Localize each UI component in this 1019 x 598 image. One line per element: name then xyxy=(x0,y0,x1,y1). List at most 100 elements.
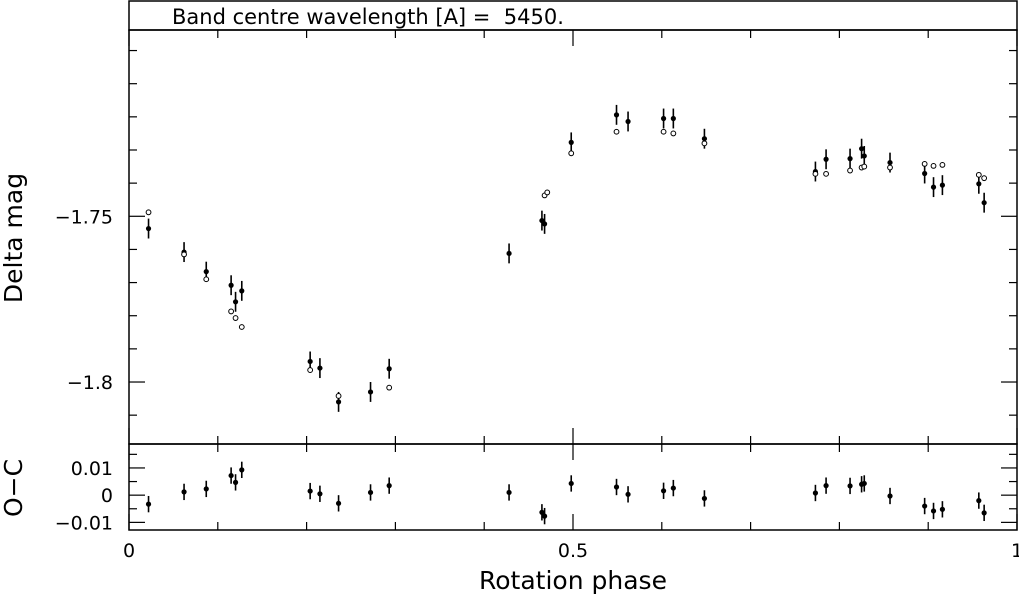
data-point-filled xyxy=(145,225,152,232)
data-point-filled xyxy=(701,136,708,142)
x-tick-label: 0.5 xyxy=(558,540,588,562)
y-tick-label-residual: 0 xyxy=(101,485,113,507)
residual-point xyxy=(307,488,313,494)
residual-point xyxy=(232,479,239,485)
data-point-open xyxy=(238,324,245,330)
data-point-filled xyxy=(625,118,631,125)
data-point-filled xyxy=(203,269,209,275)
residual-point xyxy=(568,480,574,487)
x-tick-label: 0 xyxy=(123,540,135,562)
residual-point xyxy=(701,495,708,502)
residual-point xyxy=(386,483,392,489)
data-point-filled xyxy=(232,299,239,305)
data-point-open xyxy=(181,251,187,258)
data-point-filled xyxy=(823,156,829,162)
data-point-open xyxy=(660,128,667,135)
data-point-filled xyxy=(981,200,987,206)
data-point-filled xyxy=(506,250,512,257)
residual-point xyxy=(660,488,667,494)
data-point-open xyxy=(887,164,893,171)
y-tick-label-residual: −0.01 xyxy=(55,512,113,534)
data-point-filled xyxy=(887,159,893,166)
data-point-open xyxy=(228,308,235,315)
x-axis-label: Rotation phase xyxy=(479,566,667,595)
data-point-open xyxy=(939,162,946,168)
data-point-open xyxy=(232,315,239,321)
data-point-filled xyxy=(335,399,342,405)
data-point-open xyxy=(386,384,393,391)
data-point-filled xyxy=(930,184,937,190)
residual-point xyxy=(541,513,548,519)
data-point-open xyxy=(823,170,829,177)
data-point-open xyxy=(544,189,551,196)
residual-point xyxy=(317,491,323,497)
residual-point xyxy=(228,472,234,479)
data-point-open xyxy=(930,163,937,169)
data-point-filled xyxy=(859,146,865,152)
axis-tick-labels: 0 0.5 1 −1.8 −1.75 −0.01 0 0.01 xyxy=(55,206,1019,562)
data-point-filled xyxy=(613,112,620,118)
data-point-filled xyxy=(861,153,867,159)
data-point-open xyxy=(335,393,342,399)
data-point-open xyxy=(203,276,210,283)
residual-point xyxy=(367,489,374,496)
data-point-filled xyxy=(541,221,548,227)
data-point-filled xyxy=(660,115,667,122)
residual-point xyxy=(625,491,631,497)
residual-point xyxy=(939,506,946,512)
data-point-filled xyxy=(939,182,946,188)
main-panel-frame xyxy=(128,29,1018,445)
residual-point xyxy=(670,485,676,491)
residual-point xyxy=(887,493,893,499)
axis-ticks xyxy=(128,30,1018,530)
data-point-open xyxy=(307,367,314,373)
residual-point xyxy=(981,510,987,516)
residual-point xyxy=(145,501,152,507)
residual-point xyxy=(922,503,928,509)
data-point-filled xyxy=(568,139,574,145)
residual-panel-marks xyxy=(145,461,987,525)
data-point-filled xyxy=(228,282,234,288)
data-point-open xyxy=(145,209,152,216)
residual-point xyxy=(976,498,982,504)
y-tick-label-residual: 0.01 xyxy=(71,458,113,480)
residual-point xyxy=(847,483,853,489)
x-tick-label: 1 xyxy=(1011,540,1019,562)
data-point-filled xyxy=(976,181,982,187)
y-tick-label-main: −1.8 xyxy=(67,372,113,394)
data-point-open xyxy=(847,167,853,174)
main-panel-marks xyxy=(145,104,988,412)
residual-point xyxy=(812,490,819,496)
residual-point xyxy=(181,489,187,495)
data-point-filled xyxy=(670,115,676,122)
data-point-filled xyxy=(847,156,853,162)
residual-point xyxy=(506,489,512,496)
data-point-open xyxy=(670,130,677,137)
data-point-filled xyxy=(386,366,392,372)
data-point-open xyxy=(812,170,819,177)
data-point-open xyxy=(921,161,928,167)
data-point-filled xyxy=(239,288,245,294)
data-point-open xyxy=(981,175,988,182)
data-point-open xyxy=(568,150,575,157)
data-point-filled xyxy=(922,170,928,177)
residual-point xyxy=(335,500,342,506)
data-point-open xyxy=(861,163,868,170)
chart-title: Band centre wavelength [A] = 5450. xyxy=(172,5,564,29)
data-point-open xyxy=(975,171,982,178)
data-point-filled xyxy=(307,358,313,365)
residual-point xyxy=(823,483,829,489)
y-axis-label-residual: O−C xyxy=(0,459,28,517)
residual-point xyxy=(861,480,867,487)
residual-point xyxy=(203,486,209,492)
y-tick-label-main: −1.75 xyxy=(55,206,113,228)
residual-point xyxy=(613,484,620,490)
residual-point xyxy=(539,509,545,515)
data-point-filled xyxy=(317,365,323,371)
data-point-filled xyxy=(367,389,374,395)
y-axis-label-main: Delta mag xyxy=(0,173,28,303)
residual-point xyxy=(930,508,937,514)
data-point-open xyxy=(701,140,708,147)
residual-point xyxy=(239,467,245,473)
